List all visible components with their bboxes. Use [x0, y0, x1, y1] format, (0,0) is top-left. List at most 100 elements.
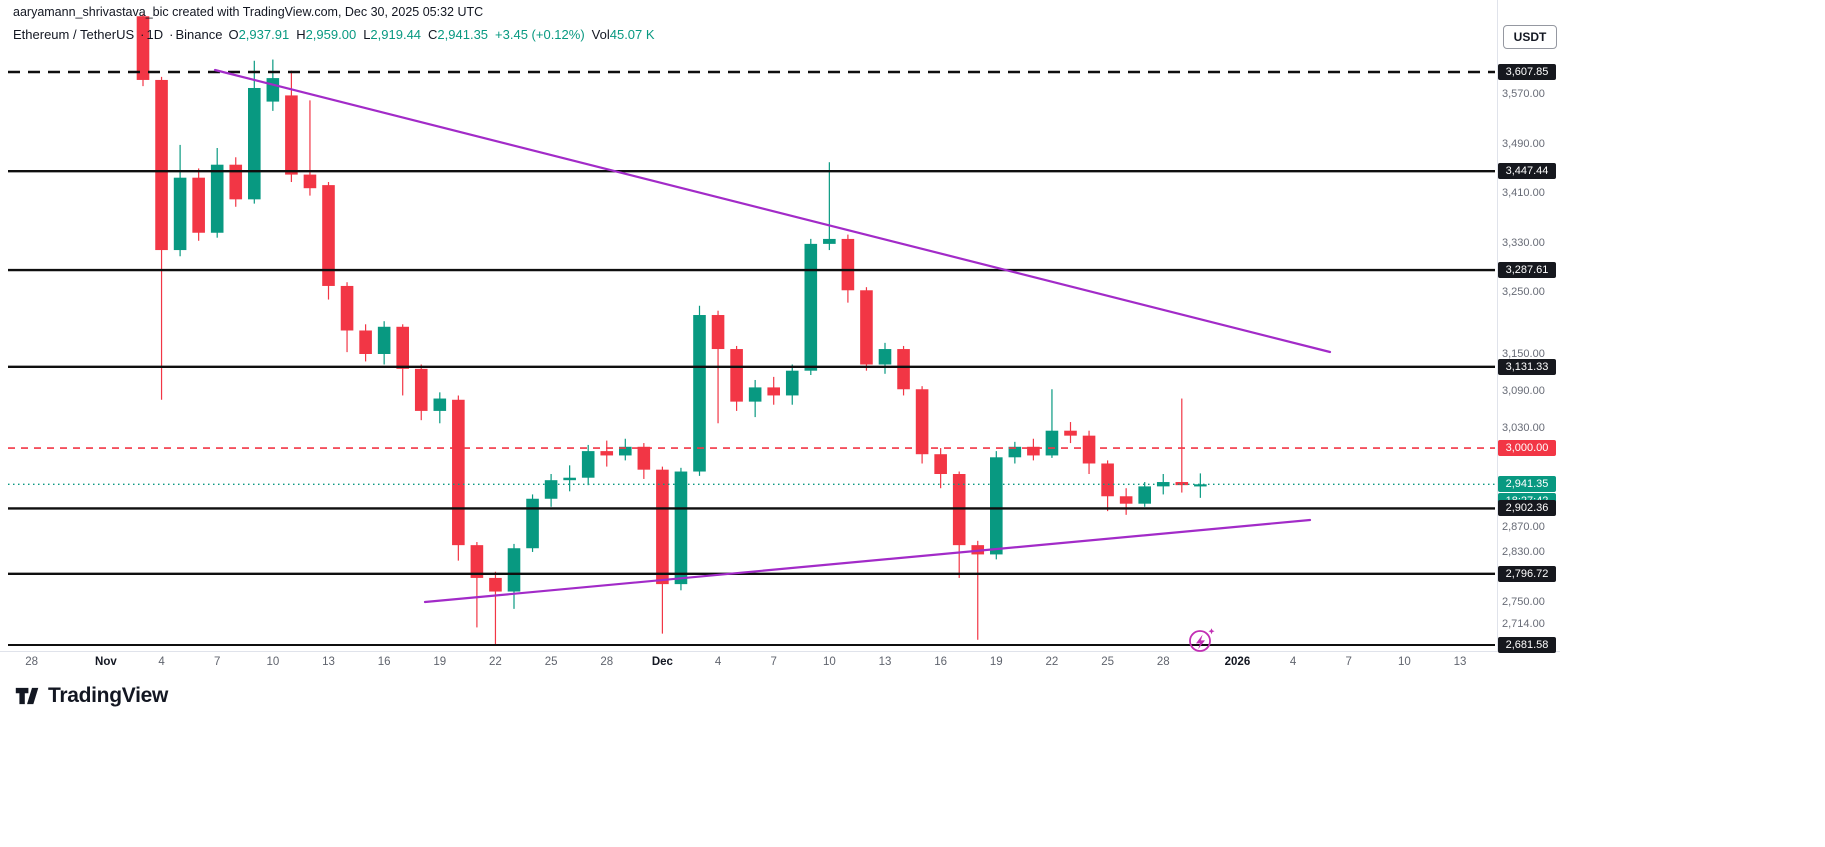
price-tick-label: 2,750.00	[1502, 595, 1545, 608]
trendline[interactable]	[213, 68, 1332, 354]
current-price-badge: 2,941.35	[1498, 476, 1556, 493]
candle[interactable]	[1027, 438, 1040, 461]
date-label: 10	[822, 656, 836, 668]
price-level-badge: 3,607.85	[1498, 64, 1556, 80]
volume-readout: Vol45.07 K	[591, 27, 655, 42]
candle[interactable]	[414, 364, 428, 421]
candle[interactable]	[915, 386, 929, 464]
price-level-badge: 3,000.00	[1498, 440, 1556, 457]
price-tick-label: 3,250.00	[1502, 286, 1545, 299]
candle[interactable]	[340, 282, 354, 353]
date-label: 28	[1156, 656, 1170, 668]
candle[interactable]	[470, 542, 484, 628]
candle[interactable]	[581, 444, 595, 486]
date-label: 13	[322, 656, 335, 668]
tradingview-logo-icon	[15, 687, 39, 705]
date-label: 22	[1045, 656, 1059, 668]
date-label: 10	[266, 656, 280, 668]
candle[interactable]	[637, 443, 651, 479]
candle[interactable]	[990, 451, 1003, 560]
date-label: 7	[213, 656, 221, 668]
price-tick-label: 3,030.00	[1502, 422, 1545, 435]
price-tick-label: 2,830.00	[1502, 546, 1545, 559]
candle[interactable]	[136, 13, 150, 87]
date-label: 2026	[1224, 656, 1251, 668]
candle[interactable]	[563, 465, 576, 492]
candle[interactable]	[897, 345, 910, 396]
candle[interactable]	[155, 76, 168, 400]
tradingview-logo: TradingView	[14, 684, 168, 708]
price-tick-label: 3,490.00	[1502, 137, 1545, 150]
candle[interactable]	[785, 364, 799, 405]
date-label: Nov	[95, 656, 117, 668]
price-tick-label: 2,714.00	[1502, 617, 1545, 630]
candle[interactable]	[934, 448, 947, 489]
date-label: 4	[714, 656, 722, 668]
candle[interactable]	[433, 392, 447, 424]
symbol-title[interactable]: Ethereum / TetherUS	[13, 27, 135, 42]
candle[interactable]	[1045, 389, 1059, 458]
candle[interactable]	[229, 157, 243, 207]
candle[interactable]	[210, 147, 224, 238]
candle[interactable]	[767, 376, 780, 405]
price-tick-label: 3,570.00	[1502, 88, 1545, 101]
price-tick-label: 3,150.00	[1502, 348, 1545, 361]
candle[interactable]	[1008, 441, 1022, 464]
candle[interactable]	[192, 168, 205, 241]
candle[interactable]	[377, 321, 391, 365]
price-level-badge: 2,902.36	[1498, 500, 1556, 517]
candle[interactable]	[489, 571, 502, 645]
date-label: 25	[1101, 656, 1114, 668]
date-label: 13	[1453, 656, 1467, 668]
candle[interactable]	[1119, 488, 1133, 515]
interval-label[interactable]: 1D	[146, 27, 164, 42]
ohlc-high: H2,959.00	[296, 27, 357, 42]
candle[interactable]	[674, 467, 688, 591]
currency-button[interactable]: USDT	[1503, 25, 1557, 49]
candle[interactable]	[1101, 460, 1114, 512]
price-axis[interactable]: 3,570.00 3,490.00 3,410.00 3,330.00 3,250.00…	[0, 0, 1825, 653]
price-change: +3.45 (+0.12%)	[495, 27, 585, 42]
candle[interactable]	[600, 440, 614, 467]
candle[interactable]	[173, 144, 187, 257]
candle[interactable]	[823, 162, 836, 251]
candle[interactable]	[507, 543, 521, 609]
price-tick-label: 3,410.00	[1502, 187, 1545, 200]
ohlc-close: C2,941.35	[428, 27, 489, 42]
tradingview-logo-text: TradingView	[48, 684, 169, 707]
date-label: 13	[878, 656, 892, 668]
price-level-badge: 2,796.72	[1498, 565, 1556, 582]
candle[interactable]	[860, 287, 873, 371]
candle[interactable]	[878, 342, 892, 374]
date-label: 4	[158, 656, 165, 668]
candlestick-chart[interactable]	[0, 0, 1560, 652]
price-level-badge: 3,131.33	[1498, 358, 1556, 375]
trendline[interactable]	[423, 518, 1312, 604]
candle[interactable]	[526, 494, 539, 552]
candle[interactable]	[748, 379, 762, 418]
candle[interactable]	[730, 345, 743, 411]
candle[interactable]	[804, 238, 818, 376]
candle[interactable]	[841, 234, 855, 303]
candle[interactable]	[322, 182, 335, 300]
date-label: Dec	[651, 656, 673, 668]
lightning-bolt-icon[interactable]	[1189, 628, 1215, 652]
candle[interactable]	[396, 324, 409, 396]
date-label: 16	[934, 656, 948, 668]
price-level-badge: 2,681.58	[1498, 637, 1556, 653]
price-tick-label: 2,870.00	[1502, 521, 1545, 534]
candle[interactable]	[656, 466, 669, 634]
candle[interactable]	[1175, 398, 1189, 493]
candle[interactable]	[619, 438, 632, 461]
candle[interactable]	[1064, 422, 1077, 444]
date-label: 22	[489, 656, 502, 668]
symbol-header: Ethereum / TetherUS · 1D · Binance O2,93…	[13, 27, 662, 42]
candle[interactable]	[303, 100, 317, 196]
date-axis[interactable]: 28 Nov 4 7 10 13 16 19 22 25 28 Dec 4 7 10 13 16 19 22 25 28…	[0, 656, 1560, 674]
candle[interactable]	[1138, 482, 1151, 507]
candle[interactable]	[1082, 430, 1096, 475]
candle[interactable]	[1194, 473, 1207, 498]
candle[interactable]	[359, 324, 372, 362]
exchange-label: Binance	[175, 27, 223, 42]
date-label: 7	[1345, 656, 1352, 668]
